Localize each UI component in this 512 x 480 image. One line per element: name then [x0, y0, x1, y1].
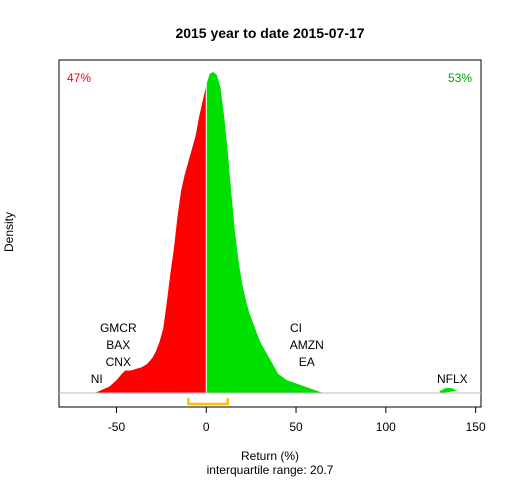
iqr-subtitle: interquartile range: 20.7: [207, 463, 334, 477]
chart-title: 2015 year to date 2015-07-17: [175, 25, 364, 41]
x-tick-label: 0: [203, 420, 210, 434]
iqr-bracket: [187, 398, 230, 406]
x-tick-label: 150: [466, 420, 486, 434]
x-axis-label: Return (%): [241, 449, 299, 463]
ticker-label: GMCR: [100, 321, 137, 335]
x-tick-label: -50: [108, 420, 126, 434]
positive-density-area: [206, 72, 323, 393]
ticker-label: BAX: [106, 338, 130, 352]
negative-share-label: 47%: [67, 71, 91, 85]
positive-share-label: 53%: [448, 71, 472, 85]
x-tick-label: 50: [289, 420, 303, 434]
outlier-density-bump: [439, 387, 458, 393]
y-axis-label: Density: [2, 212, 16, 252]
plot-frame: [58, 59, 482, 408]
ticker-label: AMZN: [290, 338, 324, 352]
ticker-label: NFLX: [437, 372, 468, 386]
ticker-label: EA: [299, 355, 315, 369]
ticker-label: NI: [91, 372, 103, 386]
ticker-label: CNX: [106, 355, 131, 369]
ticker-label: CI: [290, 321, 302, 335]
negative-density-area: [94, 84, 207, 394]
x-tick-label: 100: [376, 420, 396, 434]
